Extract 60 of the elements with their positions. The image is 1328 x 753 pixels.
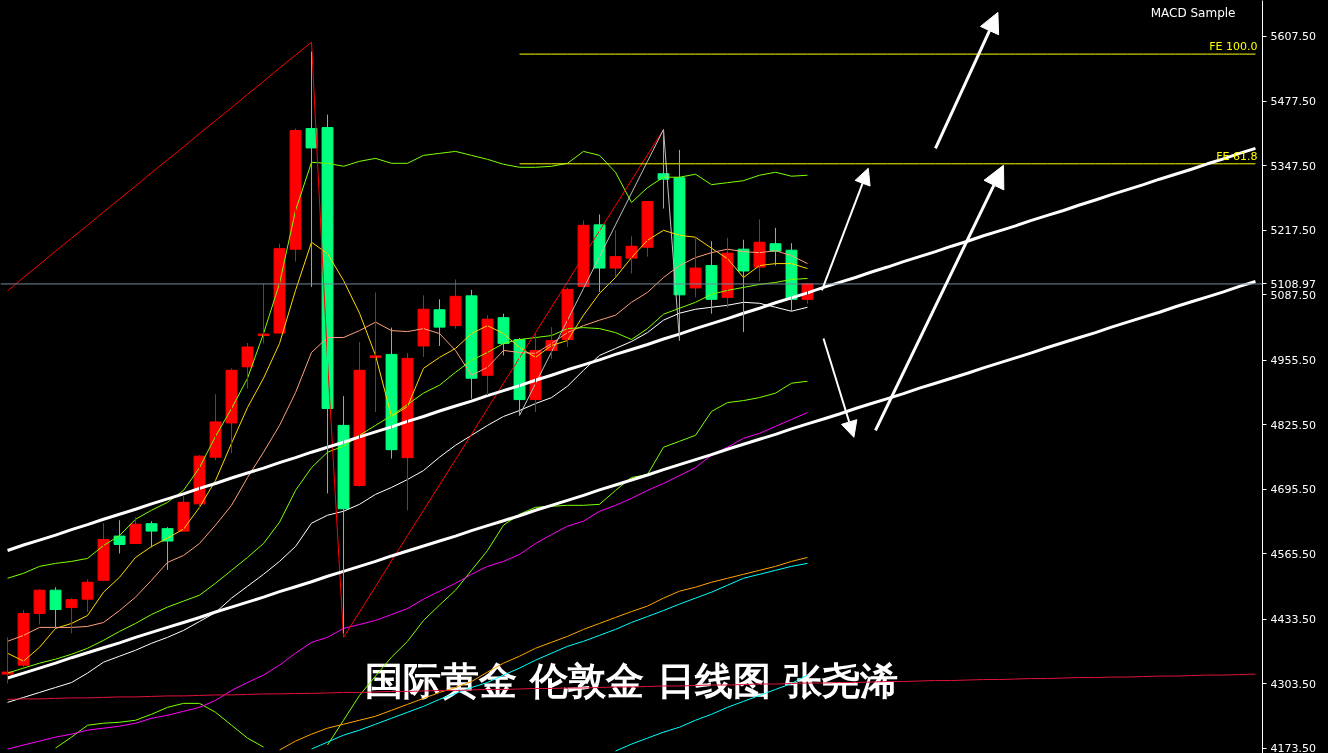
- candlestick: [305, 51, 318, 288]
- candlestick: [593, 213, 606, 293]
- candlestick: [385, 327, 398, 460]
- y-tick-label: 4565.50: [1270, 547, 1316, 561]
- candlestick: [497, 313, 510, 356]
- candlestick: [209, 393, 222, 461]
- candlestick: [129, 516, 142, 545]
- candlestick: [177, 494, 190, 532]
- candlestick: [401, 352, 414, 511]
- series-label: FE 100.0: [1209, 40, 1258, 54]
- candlestick: [337, 395, 350, 634]
- line-series: [519, 129, 680, 416]
- candlestick: [753, 218, 766, 282]
- candlestick: [641, 201, 654, 258]
- y-tick-label: 4303.50: [1270, 677, 1316, 691]
- line-series: [7, 150, 808, 579]
- y-tick-label: 4433.50: [1270, 613, 1316, 627]
- candlestick: [81, 578, 94, 613]
- candlestick: [769, 227, 782, 267]
- line-series: [7, 41, 664, 638]
- candlestick: [225, 367, 238, 454]
- candlestick: [65, 597, 78, 634]
- candlestick: [49, 586, 62, 628]
- candlestick: [17, 609, 30, 669]
- candlestick: [481, 314, 494, 396]
- candlestick: [97, 522, 110, 582]
- y-tick-label: 4825.50: [1270, 418, 1316, 432]
- candlestick: [161, 526, 174, 571]
- candlestick: [33, 588, 46, 625]
- candlestick: [257, 283, 270, 344]
- candlestick: [577, 219, 590, 287]
- ref-line-label: 5108.97: [1270, 277, 1316, 291]
- candlestick: [241, 342, 254, 390]
- y-tick-label: 5087.50: [1270, 288, 1316, 302]
- candlestick: [705, 240, 718, 315]
- candlestick: [625, 235, 638, 275]
- candlestick: [1, 636, 14, 685]
- y-tick-label: 5477.50: [1270, 95, 1316, 109]
- candlestick: [273, 243, 286, 334]
- candlestick: [289, 128, 302, 263]
- candlestick: [609, 229, 622, 278]
- y-tick-label: 5347.50: [1270, 159, 1316, 173]
- y-tick-label: 4695.50: [1270, 483, 1316, 497]
- candlestick: [737, 239, 750, 333]
- y-tick-label: 5217.50: [1270, 224, 1316, 238]
- y-tick-label: 4173.50: [1270, 742, 1316, 753]
- candlestick: [449, 278, 462, 330]
- candlestick: [673, 149, 686, 342]
- y-tick-label: 5607.50: [1270, 30, 1316, 44]
- candlestick: [689, 235, 702, 298]
- candlestick: [321, 114, 334, 494]
- candlestick: [113, 519, 126, 554]
- candlestick: [417, 294, 430, 358]
- candlestick: [369, 291, 382, 413]
- candlestick: [353, 341, 366, 487]
- candlestick: [145, 520, 158, 548]
- candlestick: [465, 289, 478, 400]
- annotation: MACD Sample: [1150, 5, 1236, 20]
- y-tick-label: 4955.50: [1270, 354, 1316, 368]
- candlestick: [433, 298, 446, 347]
